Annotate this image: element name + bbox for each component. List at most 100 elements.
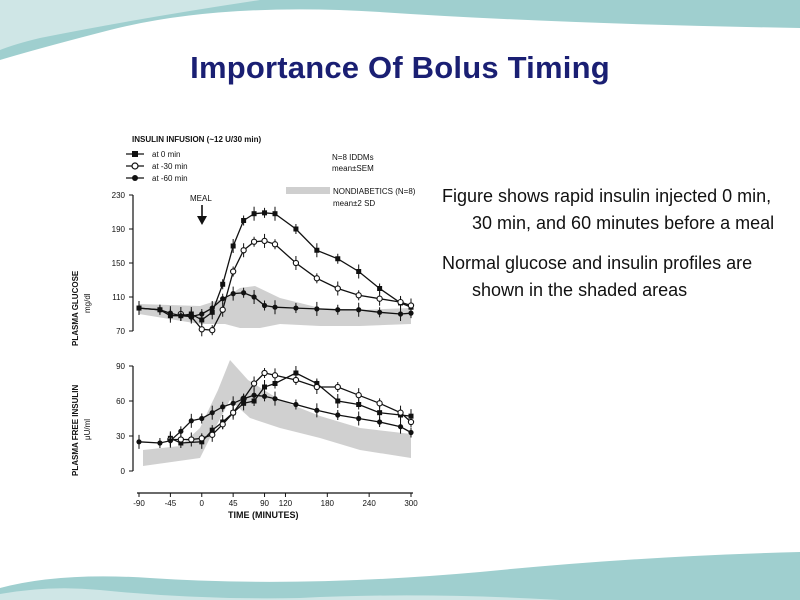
data-point-top-0 (272, 211, 278, 217)
data-point-top-0 (230, 243, 236, 249)
x-axis-title: TIME (MINUTES) (228, 510, 299, 520)
data-point-bottom-1 (292, 376, 300, 384)
data-point-top-2 (220, 296, 226, 302)
data-point-bottom-1 (219, 421, 226, 428)
data-point-top-0 (199, 317, 205, 323)
data-point-bottom-2 (241, 396, 247, 402)
data-point-top-0 (356, 269, 362, 274)
data-point-bottom-1 (397, 409, 404, 416)
y-tick-label-bottom: 0 (121, 467, 126, 476)
data-point-top-2 (209, 305, 215, 311)
data-point-top-1 (334, 285, 341, 292)
data-point-top-1 (292, 259, 300, 267)
bottom-band-accent (0, 588, 560, 600)
data-point-bottom-2 (314, 407, 320, 413)
bottom-band (0, 552, 800, 600)
insulin-axis-title: PLASMA FREE INSULIN (71, 385, 80, 476)
data-point-top-2 (188, 313, 194, 320)
data-point-top-0 (293, 226, 299, 232)
data-point-top-2 (335, 307, 341, 313)
data-point-bottom-2 (199, 415, 205, 422)
data-point-top-2 (314, 306, 320, 312)
data-point-bottom-1 (271, 372, 279, 379)
data-point-top-2 (199, 311, 205, 317)
x-tick-label: 45 (229, 499, 238, 508)
data-point-bottom-0 (272, 381, 278, 386)
legend-label-2: at -60 min (152, 174, 188, 183)
data-point-bottom-2 (335, 412, 341, 418)
data-point-bottom-0 (335, 398, 341, 404)
data-point-top-1 (376, 295, 383, 302)
meal-arrow-icon (197, 205, 207, 225)
data-point-bottom-2 (157, 440, 163, 446)
data-point-bottom-2 (220, 404, 226, 410)
data-point-top-0 (262, 210, 268, 216)
stats-label-line2: mean±SEM (332, 164, 374, 173)
x-tick-label: -90 (133, 499, 145, 508)
data-point-bottom-2 (251, 392, 257, 398)
glucose-insulin-chart: INSULIN INFUSION (~12 U/30 min) at 0 min… (60, 128, 435, 523)
data-point-top-0 (314, 247, 320, 253)
insulin-normal-shaded-area (143, 360, 411, 466)
plot-layer: 70 110 150 190 230 0 30 60 90 -90 -45 0 45 90 120 180 24… (112, 191, 419, 508)
data-point-bottom-2 (188, 418, 194, 424)
data-point-bottom-1 (250, 380, 258, 387)
y-tick-label-top: 70 (116, 327, 125, 336)
legend-label-1: at -30 min (152, 162, 188, 171)
data-point-top-2 (397, 311, 404, 317)
insulin-axis-unit: μU/ml (83, 419, 92, 440)
bullet-list: Figure shows rapid insulin injected 0 mi… (442, 183, 787, 317)
chart-svg: INSULIN INFUSION (~12 U/30 min) at 0 min… (71, 135, 419, 520)
data-point-top-2 (230, 291, 236, 297)
data-point-bottom-1 (177, 436, 184, 443)
data-point-top-0 (220, 281, 226, 287)
data-point-bottom-0 (377, 410, 383, 416)
data-point-top-1 (250, 238, 258, 245)
shade-label-line2: mean±2 SD (333, 199, 375, 208)
data-point-top-1 (397, 298, 404, 306)
data-point-top-1 (261, 237, 268, 245)
top-band (0, 0, 800, 60)
legend-label-0: at 0 min (152, 150, 180, 159)
data-point-top-2 (167, 310, 173, 316)
data-point-top-1 (240, 247, 247, 254)
y-tick-label-bottom: 60 (116, 397, 125, 406)
y-tick-label-top: 190 (112, 225, 126, 234)
glucose-axis-title: PLASMA GLUCOSE (71, 270, 80, 346)
data-point-top-0 (241, 218, 247, 223)
data-point-top-2 (293, 305, 299, 311)
bullet-item-2: Normal glucose and insulin profiles are … (442, 253, 753, 300)
data-point-top-1 (209, 326, 216, 334)
x-tick-label: 120 (279, 499, 293, 508)
data-point-bottom-2 (209, 410, 215, 416)
legend-item-0: at 0 min (126, 150, 180, 159)
data-point-bottom-1 (407, 418, 415, 426)
data-point-bottom-1 (209, 431, 216, 438)
data-point-top-1 (271, 241, 279, 248)
data-point-bottom-2 (272, 396, 278, 402)
data-point-top-2 (408, 310, 414, 316)
data-point-bottom-2 (136, 439, 142, 445)
y-tick-label-top: 150 (112, 259, 126, 268)
data-point-bottom-0 (262, 384, 268, 390)
data-point-top-0 (377, 286, 383, 291)
data-point-bottom-0 (408, 413, 414, 419)
x-tick-label: 0 (200, 499, 205, 508)
top-band-accent (0, 0, 260, 50)
data-point-top-1 (355, 292, 362, 299)
legend-item-1: at -30 min (126, 162, 188, 171)
legend-title: INSULIN INFUSION (~12 U/30 min) (132, 135, 261, 144)
data-point-bottom-1 (313, 383, 320, 391)
data-point-top-2 (377, 309, 383, 315)
shade-label-line1: NONDIABETICS (N=8) (333, 187, 416, 196)
x-tick-label: 180 (321, 499, 335, 508)
data-point-top-1 (230, 268, 237, 275)
data-point-bottom-0 (293, 370, 299, 376)
data-point-bottom-1 (376, 400, 383, 407)
data-point-bottom-1 (334, 383, 341, 391)
data-point-bottom-1 (261, 369, 268, 377)
data-point-top-2 (356, 307, 362, 313)
data-point-bottom-2 (356, 415, 362, 422)
data-point-bottom-2 (377, 419, 383, 425)
data-point-top-1 (198, 326, 205, 333)
